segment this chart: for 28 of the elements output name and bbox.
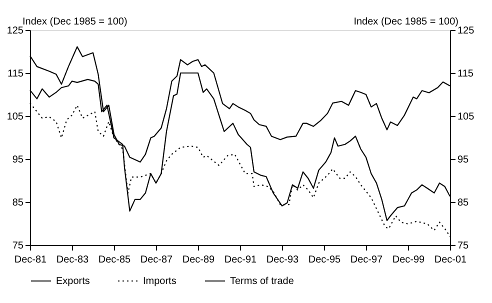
- y2-tick-label: 105: [458, 112, 475, 122]
- x-tick-label: Dec-93: [266, 254, 300, 266]
- x-tick-label: Dec-89: [182, 254, 216, 266]
- x-tick-label: Dec-99: [392, 254, 426, 266]
- y2-tick-label: 95: [458, 154, 470, 166]
- x-tick-label: Dec-83: [56, 254, 90, 266]
- x-tick-label: Dec-85: [98, 254, 132, 266]
- y-tick-label: 95: [12, 154, 24, 166]
- y2-tick-label: 85: [458, 198, 470, 208]
- y2-tick-label: 125: [458, 26, 475, 36]
- y-tick-label: 115: [8, 68, 24, 80]
- legend-label: Terms of trade: [230, 276, 294, 287]
- legend-label: Imports: [143, 276, 176, 287]
- y2-axis-title: Index (Dec 1985 = 100): [354, 16, 458, 28]
- y-axis-title: Index (Dec 1985 = 100): [22, 16, 128, 28]
- x-tick-label: Dec-01: [434, 254, 468, 266]
- x-tick-label: Dec-87: [140, 254, 174, 266]
- y2-tick-label: 115: [458, 68, 474, 80]
- legend-label: Exports: [56, 276, 90, 287]
- y2-tick-label: 75: [458, 240, 470, 252]
- x-tick-label: Dec-81: [14, 254, 48, 266]
- y-tick-label: 75: [12, 240, 24, 252]
- x-tick-label: Dec-97: [350, 254, 384, 266]
- x-tick-label: Dec-91: [224, 254, 258, 266]
- y-tick-label: 105: [6, 112, 24, 122]
- y-tick-label: 85: [12, 198, 24, 208]
- y-tick-label: 125: [6, 26, 24, 36]
- x-tick-label: Dec-95: [308, 254, 342, 266]
